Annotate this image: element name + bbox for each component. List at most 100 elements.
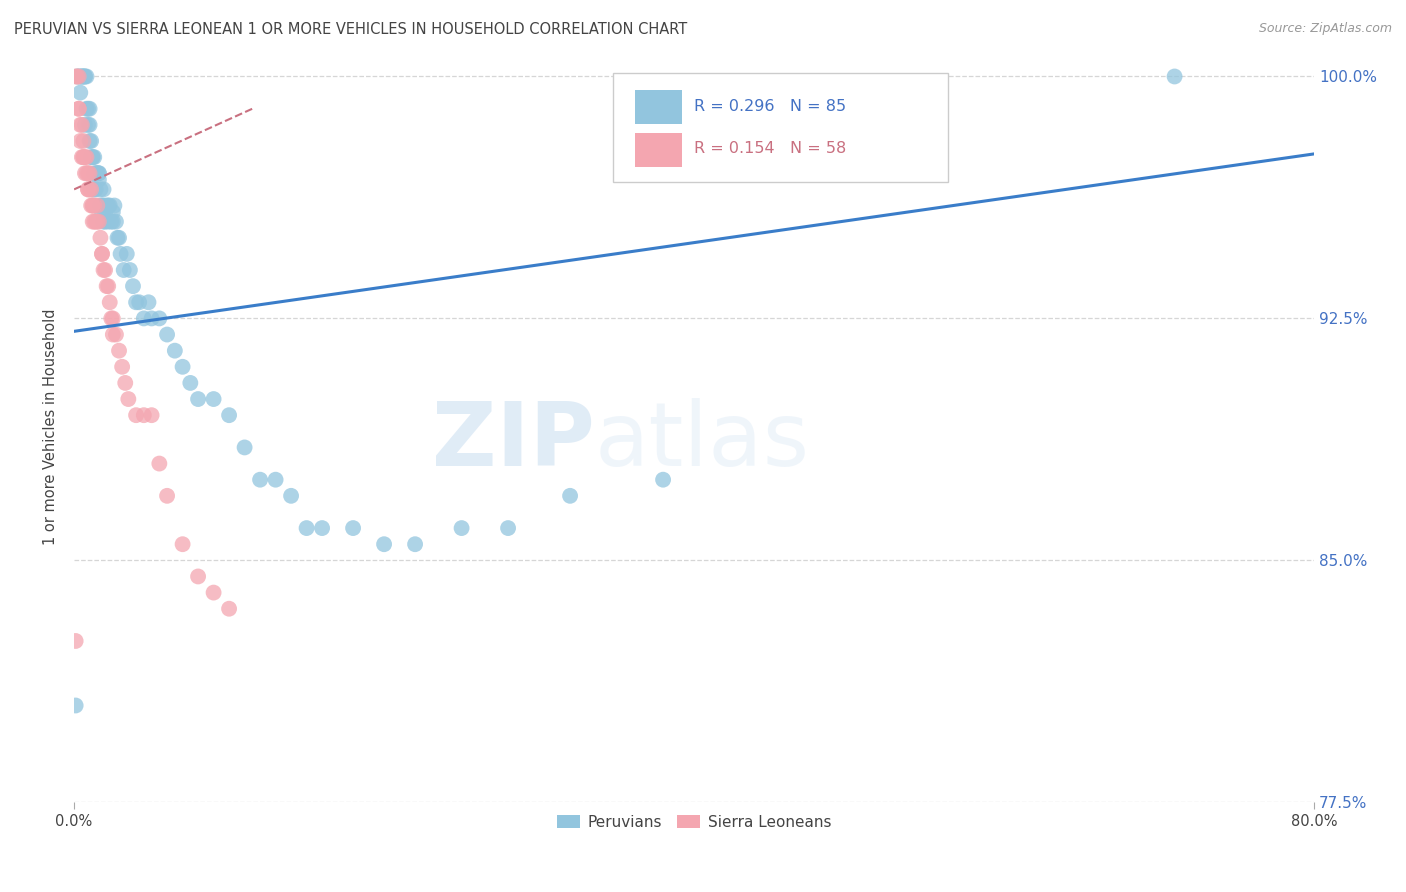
Point: [80, 134, 103, 148]
Point: [76, 150, 98, 164]
Point: [86, 214, 108, 228]
Point: [98, 198, 121, 212]
Point: [108, 231, 131, 245]
Point: [82, 214, 104, 228]
Point: [96, 279, 118, 293]
Point: [89, 231, 111, 245]
Point: [122, 279, 145, 293]
Point: [218, 408, 240, 422]
Point: [70, 70, 93, 84]
Text: R = 0.154   N = 58: R = 0.154 N = 58: [695, 141, 846, 156]
Point: [107, 231, 129, 245]
Point: [67, 102, 90, 116]
Point: [73, 70, 96, 84]
Point: [72, 150, 94, 164]
Point: [83, 182, 105, 196]
Text: atlas: atlas: [595, 398, 810, 485]
Point: [83, 214, 105, 228]
Point: [80, 182, 103, 196]
Point: [652, 473, 675, 487]
Point: [101, 214, 124, 228]
Point: [104, 214, 127, 228]
Point: [97, 214, 120, 228]
Point: [148, 311, 170, 326]
Point: [111, 359, 134, 374]
Point: [87, 166, 110, 180]
Point: [69, 86, 91, 100]
Point: [89, 182, 111, 196]
Point: [94, 214, 117, 228]
Point: [73, 166, 96, 180]
Point: [87, 166, 110, 180]
Point: [84, 166, 107, 180]
FancyBboxPatch shape: [613, 73, 948, 182]
Point: [86, 166, 108, 180]
Point: [101, 311, 124, 326]
Point: [117, 392, 139, 406]
Point: [100, 214, 122, 228]
Point: [187, 392, 209, 406]
Point: [67, 70, 90, 84]
Point: [264, 473, 287, 487]
Point: [141, 408, 163, 422]
Point: [65, 634, 87, 648]
Point: [96, 198, 118, 212]
Point: [179, 376, 201, 390]
Point: [148, 457, 170, 471]
Point: [104, 327, 127, 342]
Point: [87, 214, 110, 228]
Point: [373, 537, 395, 551]
Point: [558, 489, 581, 503]
Point: [72, 150, 94, 164]
Point: [91, 198, 114, 212]
Point: [80, 198, 103, 212]
Point: [72, 134, 94, 148]
Point: [73, 118, 96, 132]
Bar: [634, 133, 682, 167]
Point: [93, 182, 115, 196]
Point: [496, 521, 519, 535]
Point: [125, 295, 148, 310]
Bar: [634, 90, 682, 124]
Point: [311, 521, 333, 535]
Point: [98, 295, 121, 310]
Point: [91, 205, 114, 219]
Point: [77, 166, 100, 180]
Point: [66, 70, 89, 84]
Point: [77, 182, 100, 196]
Legend: Peruvians, Sierra Leoneans: Peruvians, Sierra Leoneans: [551, 809, 838, 836]
Point: [450, 521, 472, 535]
Point: [202, 585, 225, 599]
Point: [84, 182, 107, 196]
Point: [97, 279, 120, 293]
Point: [125, 408, 148, 422]
Point: [83, 150, 105, 164]
Point: [342, 521, 364, 535]
Point: [138, 295, 160, 310]
Point: [141, 311, 163, 326]
Point: [97, 198, 120, 212]
Point: [132, 408, 155, 422]
Point: [65, 70, 87, 84]
Point: [280, 489, 302, 503]
Point: [79, 102, 101, 116]
Point: [69, 70, 91, 84]
Point: [83, 198, 105, 212]
Point: [82, 198, 104, 212]
Y-axis label: 1 or more Vehicles in Household: 1 or more Vehicles in Household: [44, 309, 58, 545]
Point: [156, 489, 179, 503]
Point: [87, 172, 110, 186]
Point: [69, 134, 91, 148]
Point: [118, 263, 141, 277]
Point: [1163, 70, 1185, 84]
Point: [77, 182, 100, 196]
Point: [108, 343, 131, 358]
Point: [72, 70, 94, 84]
Point: [82, 150, 104, 164]
Point: [128, 295, 150, 310]
Point: [233, 441, 256, 455]
Point: [70, 118, 93, 132]
Point: [77, 102, 100, 116]
Point: [82, 150, 104, 164]
Point: [404, 537, 426, 551]
